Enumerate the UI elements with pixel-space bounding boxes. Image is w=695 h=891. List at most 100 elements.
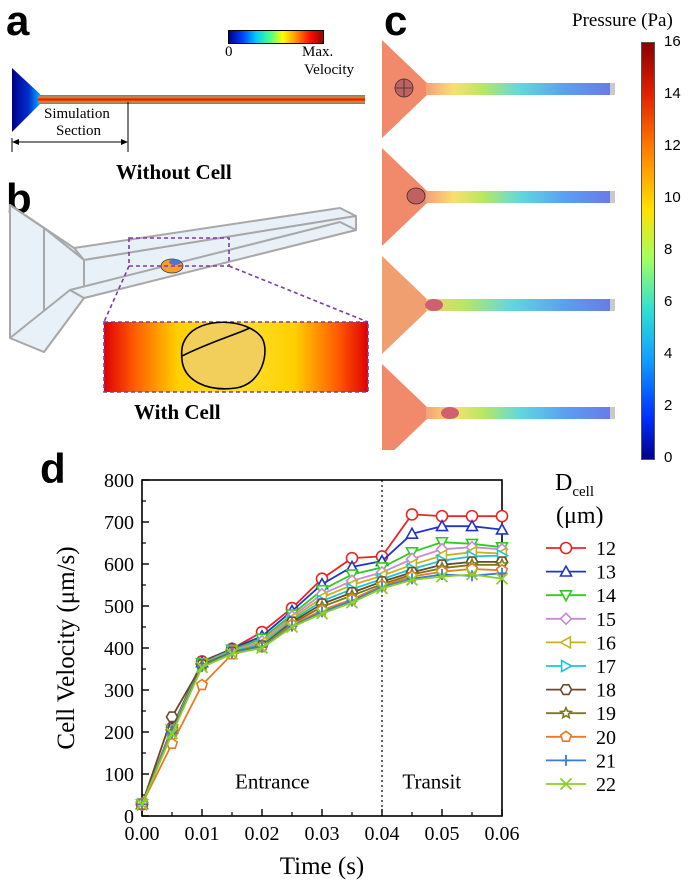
data-point: [315, 607, 329, 620]
y-tick-label: 0: [124, 806, 134, 828]
pressure-tick-label: 12: [664, 137, 681, 154]
pressure-tick-label: 16: [664, 33, 681, 50]
panel-label-d: d: [40, 445, 66, 492]
velocity-colorbar: [228, 30, 324, 44]
data-point: [195, 661, 209, 674]
series-22: [135, 568, 509, 811]
legend-marker: [558, 705, 574, 720]
data-point: [436, 569, 448, 580]
pressure-tick-label: 6: [664, 293, 673, 310]
pressure-tick-label: 0: [664, 449, 673, 466]
data-point: [495, 509, 509, 523]
legend-title-unit: (μm): [556, 503, 604, 529]
channel-3d-diagram: [9, 204, 369, 393]
legend-marker: [559, 730, 573, 743]
pressure-tick-label: 2: [664, 397, 673, 414]
legend-marker: [558, 635, 572, 650]
x-tick-label: 0.04: [365, 823, 400, 845]
legend-title-sub: cell: [572, 483, 594, 500]
velocity-colorbar-max: Max.: [302, 44, 334, 60]
with-cell-caption: With Cell: [134, 400, 221, 424]
data-point: [135, 798, 149, 811]
data-point: [165, 727, 179, 740]
pressure-tick-label: 14: [664, 85, 681, 102]
simulation-section-label: Simulation: [44, 106, 110, 122]
pressure-channels-diagram: [382, 40, 615, 450]
legend-marker: [560, 754, 572, 766]
x-tick-label: 0.00: [125, 823, 160, 845]
x-axis-label: Time (s): [280, 853, 365, 880]
legend-item: 16: [546, 632, 616, 654]
data-point: [345, 596, 359, 609]
y-tick-label: 500: [104, 596, 134, 618]
legend-marker: [559, 564, 573, 577]
panel-label-c: c: [384, 0, 408, 44]
y-axis-label: Cell Velocity (μm/s): [53, 546, 80, 749]
data-point: [405, 573, 419, 587]
data-point: [375, 582, 389, 595]
legend-item: 12: [546, 538, 616, 560]
y-tick-label: 800: [104, 470, 134, 492]
pressure-tick-label: 4: [664, 345, 673, 362]
legend-label: 17: [596, 656, 616, 678]
data-point: [195, 678, 209, 691]
legend-item: 15: [546, 609, 616, 631]
x-tick-label: 0.01: [185, 823, 220, 845]
velocity-colorbar-max-unit: Velocity: [304, 62, 354, 78]
legend-label: 21: [596, 750, 616, 772]
y-tick-label: 400: [104, 638, 134, 660]
channel-without-cell-diagram: [11, 68, 365, 152]
pressure-colorbar: [641, 42, 655, 460]
x-tick-label: 0.03: [305, 823, 340, 845]
legend-marker: [559, 612, 573, 626]
velocity-colorbar-min: 0: [225, 44, 233, 60]
legend-label: 14: [596, 585, 616, 607]
region-label-entrance: Entrance: [235, 770, 310, 794]
x-tick-label: 0.06: [485, 823, 520, 845]
data-point: [495, 572, 509, 585]
legend-title-dcell: Dcell: [555, 470, 594, 501]
legend-item: 19: [546, 703, 616, 725]
legend-label: 20: [596, 727, 616, 749]
y-tick-label: 700: [104, 512, 134, 534]
data-point: [496, 567, 508, 579]
legend-label: 13: [596, 562, 616, 584]
without-cell-caption: Without Cell: [116, 160, 232, 184]
data-point: [165, 711, 179, 723]
y-tick-label: 100: [104, 764, 134, 786]
data-point: [405, 526, 419, 539]
legend-label: 19: [596, 703, 616, 725]
x-tick-label: 0.05: [425, 823, 460, 845]
data-point: [465, 519, 479, 532]
legend-label: 16: [596, 632, 616, 654]
data-point: [495, 522, 509, 535]
data-point: [435, 519, 449, 532]
data-point: [465, 568, 479, 581]
legend-label: 18: [596, 680, 616, 702]
legend-item: 13: [546, 562, 616, 584]
region-label-transit: Transit: [402, 770, 461, 794]
legend-item: 14: [546, 585, 616, 607]
legend-title-main: D: [555, 470, 573, 496]
x-tick-label: 0.02: [245, 823, 280, 845]
legend-label: 22: [596, 774, 616, 796]
y-tick-label: 600: [104, 554, 134, 576]
pressure-tick-label: 8: [664, 241, 673, 258]
legend-marker: [559, 590, 573, 603]
legend-item: 21: [546, 750, 616, 772]
pressure-tick-label: 10: [664, 189, 681, 206]
data-point: [225, 647, 239, 661]
y-tick-label: 200: [104, 722, 134, 744]
data-point: [435, 570, 449, 583]
panel-label-a: a: [6, 0, 30, 44]
simulation-section-label-line2: Section: [56, 123, 101, 139]
y-tick-label: 300: [104, 680, 134, 702]
legend-label: 12: [596, 538, 616, 560]
legend-item: 18: [546, 680, 616, 702]
data-point: [285, 620, 299, 634]
legend-item: 20: [546, 727, 616, 749]
pressure-colorbar-title: Pressure (Pa): [572, 10, 673, 31]
legend-marker: [559, 541, 573, 555]
legend-item: 22: [546, 774, 616, 796]
legend-marker: [560, 659, 574, 673]
